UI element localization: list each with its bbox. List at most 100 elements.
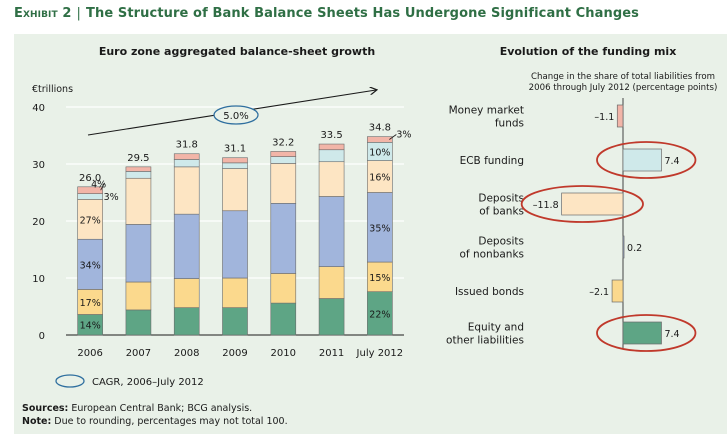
- x-tick-label: 2011: [319, 348, 344, 359]
- segment-label: 10%: [369, 147, 390, 158]
- segment-label: 3%: [104, 192, 119, 203]
- bar-segment-nonbank: [173, 213, 200, 279]
- bar-stack: [173, 153, 200, 336]
- bar-segment-ecb: [173, 159, 200, 168]
- y-tick-label: 30: [32, 160, 45, 171]
- right-chart-title: Evolution of the funding mix: [500, 45, 677, 58]
- bar-segment-equity: [222, 307, 248, 336]
- bar-segment-mmf: [270, 151, 297, 157]
- segment-label: 15%: [369, 273, 390, 284]
- value-label: 0.2: [627, 243, 642, 254]
- right-chart-subtitle-line-1: Change in the share of total liabilities…: [531, 72, 715, 82]
- bar-segment-nonbank: [125, 224, 152, 283]
- category-label: Equity and: [468, 322, 524, 334]
- bar-segment-bank: [222, 168, 248, 212]
- bar-segment-bank: [318, 161, 345, 197]
- bar-segment-ecb: [125, 171, 152, 179]
- segment-label: 17%: [80, 298, 101, 309]
- sources-line: Sources: European Central Bank; BCG anal…: [22, 402, 288, 415]
- cagr-legend: CAGR, 2006–July 2012: [55, 374, 204, 388]
- value-label: –1.1: [594, 112, 614, 123]
- exhibit-title: The Structure of Bank Balance Sheets Has…: [86, 6, 640, 21]
- x-tick-label: 2006: [77, 348, 102, 359]
- bar-total-label: 26.0: [79, 173, 101, 184]
- y-tick-labels: 0 10 20 30 40: [32, 103, 45, 342]
- sources-label: Sources:: [22, 403, 69, 414]
- highlight-ellipse: [596, 314, 697, 352]
- x-tick-label: 2007: [126, 348, 151, 359]
- bar-segment-bank: [173, 166, 200, 215]
- exhibit-number: Exhibit 2: [14, 6, 72, 21]
- cagr-value: 5.0%: [223, 111, 248, 122]
- bar-segment-bonds: [125, 281, 152, 311]
- category-label: Deposits: [478, 236, 524, 248]
- segment-label: 16%: [369, 173, 390, 184]
- category-label: of banks: [479, 206, 524, 218]
- bar-stack: [367, 136, 393, 336]
- bar-segment-bonds: [318, 266, 345, 299]
- y-tick-label: 40: [32, 103, 45, 114]
- bar-segment-nonbank: [222, 210, 248, 279]
- funding-bar: [616, 104, 624, 128]
- source-notes: Sources: European Central Bank; BCG anal…: [22, 402, 288, 428]
- note-label: Note:: [22, 416, 52, 427]
- segment-label: 4%: [91, 179, 106, 190]
- bar-segment-equity: [125, 309, 152, 336]
- category-label: Money market: [449, 105, 524, 117]
- legend-ellipse-icon: [55, 374, 85, 388]
- bar-segment-ecb: [270, 156, 297, 164]
- right-chart-subtitle-line-2: 2006 through July 2012 (percentage point…: [529, 83, 718, 93]
- category-label: funds: [495, 118, 524, 130]
- x-tick-labels: 2006 2007 2008 2009 2010 2011 July 2012: [77, 348, 403, 359]
- bar-segment-mmf: [77, 186, 103, 194]
- balance-sheet-growth-chart: Euro zone aggregated balance-sheet growt…: [32, 45, 411, 388]
- bar-total-label: 32.2: [272, 137, 294, 148]
- x-tick-label: July 2012: [356, 348, 404, 359]
- stacked-bars: [77, 136, 393, 336]
- bar-segment-bank: [77, 199, 103, 240]
- segment-label: 22%: [369, 309, 390, 320]
- bar-segment-bonds: [367, 261, 393, 292]
- legend-text: CAGR, 2006–July 2012: [92, 377, 204, 388]
- bar-stack: [222, 157, 248, 336]
- bar-segment-mmf: [173, 153, 200, 160]
- bar-total-labels: 26.0 29.5 31.8 31.1 32.2 33.5 34.8: [79, 123, 391, 184]
- bar-segment-bank: [270, 163, 297, 204]
- x-tick-label: 2009: [222, 348, 247, 359]
- note-line: Note: Due to rounding, percentages may n…: [22, 415, 288, 428]
- value-label: 7.4: [664, 156, 679, 167]
- bar-segment-bank: [125, 177, 152, 225]
- bar-segment-nonbank: [367, 192, 393, 263]
- bar-segment-bonds: [222, 277, 248, 308]
- segment-label: 14%: [80, 321, 101, 332]
- bar-stack: [77, 186, 103, 336]
- value-label: –11.8: [533, 200, 559, 211]
- funding-bar: [622, 148, 662, 172]
- bar-stack: [125, 166, 152, 336]
- bar-segment-mmf: [125, 166, 152, 172]
- funding-bar: [622, 321, 662, 345]
- left-chart-title: Euro zone aggregated balance-sheet growt…: [99, 45, 375, 58]
- segment-label: 34%: [80, 260, 101, 271]
- bar-total-label: 31.8: [176, 140, 198, 151]
- category-label: Issued bonds: [455, 286, 524, 298]
- note-text: Due to rounding, percentages may not tot…: [54, 416, 288, 427]
- bar-total-label: 29.5: [127, 153, 149, 164]
- funding-bar: [611, 279, 624, 303]
- bar-segment-bank: [367, 160, 393, 193]
- segment-label: 3%: [396, 129, 411, 140]
- bar-segment-bonds: [173, 278, 200, 308]
- bar-segment-nonbank: [318, 196, 345, 267]
- bar-segment-ecb: [222, 162, 248, 169]
- bar-total-label: 31.1: [224, 144, 246, 155]
- segment-label: 35%: [369, 223, 390, 234]
- bar-segment-bonds: [77, 289, 103, 315]
- bar-segment-ecb: [77, 193, 103, 200]
- callout-leader: [100, 182, 105, 191]
- bar-total-label: 33.5: [320, 130, 342, 141]
- funding-bar: [622, 235, 625, 259]
